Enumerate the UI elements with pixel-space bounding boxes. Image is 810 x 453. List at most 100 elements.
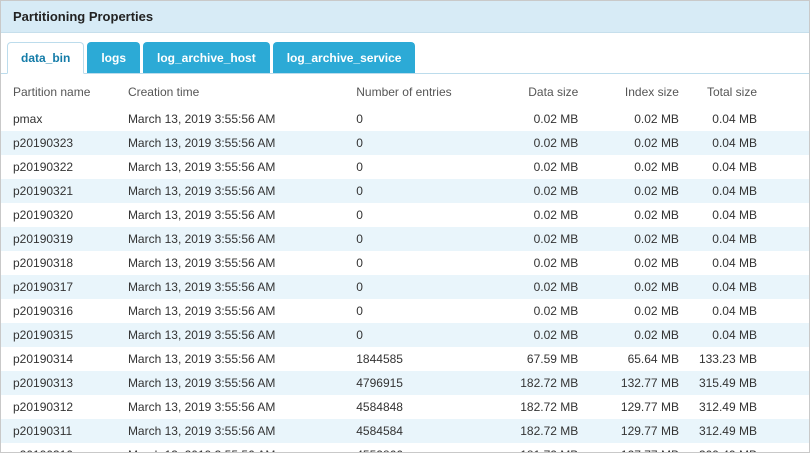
cell-index-size: 0.02 MB	[634, 328, 679, 342]
cell-index-size: 0.02 MB	[634, 184, 679, 198]
cell-partition-name: p20190316	[13, 304, 74, 318]
cell-number-of-entries: 0	[356, 136, 363, 150]
cell-index-size: 0.02 MB	[634, 112, 679, 126]
column-header-total-size: Total size	[706, 85, 757, 99]
cell-creation-time: March 13, 2019 3:55:56 AM	[127, 328, 276, 342]
cell-creation-time: March 13, 2019 3:55:56 AM	[127, 232, 276, 246]
cell-number-of-entries: 0	[356, 328, 363, 342]
cell-index-size: 65.64 MB	[627, 352, 679, 366]
cell-number-of-entries: 4584848	[356, 400, 403, 414]
cell-data-size: 182.72 MB	[520, 400, 579, 414]
cell-creation-time: March 13, 2019 3:55:56 AM	[127, 208, 276, 222]
cell-data-size: 0.02 MB	[533, 112, 579, 126]
cell-index-size: 0.02 MB	[634, 160, 679, 174]
cell-index-size: 0.02 MB	[634, 208, 679, 222]
cell-creation-time: March 13, 2019 3:55:56 AM	[127, 400, 276, 414]
cell-index-size: 127.77 MB	[588, 443, 689, 452]
cell-total-size: 309.49 MB	[689, 443, 809, 452]
cell-number-of-entries: 0	[356, 256, 363, 270]
cell-data-size: 67.59 MB	[526, 352, 579, 366]
cell-data-size: 182.72 MB	[520, 424, 579, 438]
cell-number-of-entries: 0	[356, 208, 363, 222]
cell-total-size: 0.04 MB	[712, 256, 757, 270]
table-row: p20190312 March 13, 2019 3:55:56 AM 458484…	[1, 395, 809, 419]
column-header-creation-time: Creation time	[127, 85, 200, 99]
cell-creation-time: March 13, 2019 3:55:56 AM	[127, 256, 276, 270]
tab-data_bin[interactable]: data_bin	[7, 42, 85, 74]
cell-total-size: 0.04 MB	[712, 304, 757, 318]
cell-data-size: 0.02 MB	[533, 256, 579, 270]
cell-number-of-entries: 4796915	[356, 376, 403, 390]
column-header-index-size: Index size	[624, 85, 679, 99]
cell-data-size: 0.02 MB	[533, 160, 579, 174]
cell-creation-time: March 13, 2019 3:55:56 AM	[127, 136, 276, 150]
cell-creation-time: March 13, 2019 3:55:56 AM	[127, 280, 276, 294]
cell-data-size: 0.02 MB	[533, 328, 579, 342]
cell-partition-name: p20190321	[13, 184, 74, 198]
cell-partition-name: p20190312	[13, 400, 74, 414]
cell-index-size: 129.77 MB	[620, 400, 679, 414]
cell-creation-time: March 13, 2019 3:55:56 AM	[127, 184, 276, 198]
cell-partition-name: p20190318	[13, 256, 74, 270]
cell-creation-time: March 13, 2019 3:55:56 AM	[127, 304, 276, 318]
table-row: p20190323 March 13, 2019 3:55:56 AM 0 0.02 …	[1, 131, 809, 155]
cell-partition-name: p20190315	[13, 328, 74, 342]
cell-index-size: 0.02 MB	[634, 256, 679, 270]
cell-total-size: 133.23 MB	[698, 352, 757, 366]
cell-data-size: 0.02 MB	[533, 136, 579, 150]
table-row: p20190310March 13, 2019 3:55:56 AM455286…	[1, 443, 809, 452]
cell-partition-name: p20190319	[13, 232, 74, 246]
cell-total-size: 0.04 MB	[712, 112, 757, 126]
cell-creation-time: March 13, 2019 3:55:56 AM	[127, 112, 276, 126]
cell-number-of-entries: 4552866	[346, 443, 485, 452]
table-row: p20190322 March 13, 2019 3:55:56 AM 0 0.02 …	[1, 155, 809, 179]
cell-creation-time: March 13, 2019 3:55:56 AM	[127, 376, 276, 390]
tab-bar: data_bin logs log_archive_host log_archive_…	[1, 33, 809, 74]
cell-index-size: 129.77 MB	[620, 424, 679, 438]
column-header-data-size: Data size	[528, 85, 579, 99]
cell-partition-name: p20190320	[13, 208, 74, 222]
cell-index-size: 0.02 MB	[634, 232, 679, 246]
cell-creation-time: March 13, 2019 3:55:56 AM	[127, 352, 276, 366]
cell-number-of-entries: 0	[356, 232, 363, 246]
cell-data-size: 0.02 MB	[533, 280, 579, 294]
cell-creation-time: March 13, 2019 3:55:56 AM	[127, 424, 276, 438]
table-row: p20190318 March 13, 2019 3:55:56 AM 0 0.02 …	[1, 251, 809, 275]
table-row: p20190313 March 13, 2019 3:55:56 AM 479691…	[1, 371, 809, 395]
cell-partition-name: p20190322	[13, 160, 74, 174]
table-header-row: Partition name Creation time Number of ent…	[1, 76, 809, 107]
table-row: p20190319 March 13, 2019 3:55:56 AM 0 0.02 …	[1, 227, 809, 251]
table-row: p20190315 March 13, 2019 3:55:56 AM 0 0.02 …	[1, 323, 809, 347]
cell-number-of-entries: 0	[356, 280, 363, 294]
cell-number-of-entries: 0	[356, 112, 363, 126]
cell-total-size: 0.04 MB	[712, 328, 757, 342]
cell-creation-time: March 13, 2019 3:55:56 AM	[127, 160, 276, 174]
table-row: p20190316 March 13, 2019 3:55:56 AM 0 0.02 …	[1, 299, 809, 323]
cell-partition-name: p20190323	[13, 136, 74, 150]
table-row: p20190317 March 13, 2019 3:55:56 AM 0 0.02 …	[1, 275, 809, 299]
cell-data-size: 0.02 MB	[533, 208, 579, 222]
table-row: p20190321 March 13, 2019 3:55:56 AM 0 0.02 …	[1, 179, 809, 203]
tab-log_archive_service[interactable]: log_archive_service	[272, 42, 416, 73]
cell-number-of-entries: 0	[356, 304, 363, 318]
cell-index-size: 132.77 MB	[620, 376, 679, 390]
cell-partition-name: p20190313	[13, 376, 74, 390]
table-row: pmax March 13, 2019 3:55:56 AM 0 0.02 MB 0.0…	[1, 107, 809, 131]
cell-total-size: 0.04 MB	[712, 280, 757, 294]
cell-index-size: 0.02 MB	[634, 304, 679, 318]
cell-total-size: 312.49 MB	[698, 424, 757, 438]
cell-data-size: 0.02 MB	[533, 184, 579, 198]
column-header-partition-name: Partition name	[13, 85, 91, 99]
partitions-table: Partition name Creation time Number of ent…	[1, 76, 809, 452]
tab-log_archive_host[interactable]: log_archive_host	[143, 42, 270, 73]
cell-partition-name: pmax	[13, 112, 43, 126]
cell-total-size: 0.04 MB	[712, 184, 757, 198]
table-row: p20190314 March 13, 2019 3:55:56 AM 184458…	[1, 347, 809, 371]
cell-number-of-entries: 1844585	[356, 352, 403, 366]
tab-logs[interactable]: logs	[87, 42, 141, 73]
cell-index-size: 0.02 MB	[634, 136, 679, 150]
cell-total-size: 312.49 MB	[698, 400, 757, 414]
column-header-number-of-entries: Number of entries	[356, 85, 452, 99]
cell-total-size: 315.49 MB	[698, 376, 757, 390]
